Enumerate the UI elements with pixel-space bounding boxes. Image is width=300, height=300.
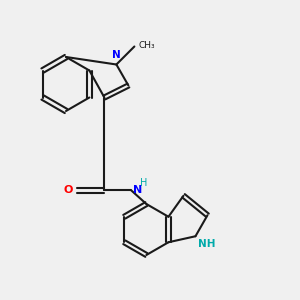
Text: CH₃: CH₃ xyxy=(139,40,155,50)
Text: N: N xyxy=(133,185,142,196)
Text: H: H xyxy=(140,178,148,188)
Text: NH: NH xyxy=(199,239,216,249)
Text: O: O xyxy=(64,185,73,196)
Text: N: N xyxy=(112,50,121,60)
